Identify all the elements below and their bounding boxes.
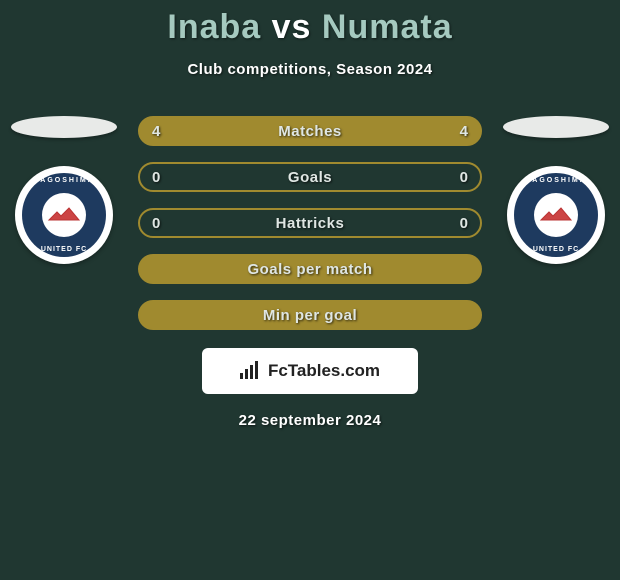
left-club-badge: KAGOSHIMA UNITED FC [15,166,113,264]
stat-label: Goals [140,169,480,186]
right-club-badge: KAGOSHIMA UNITED FC [507,166,605,264]
stat-left-val: 4 [152,123,160,140]
stat-row-goals: 0 Goals 0 [138,162,482,192]
stat-left-val: 0 [152,169,160,186]
fctables-logo[interactable]: FcTables.com [202,348,418,394]
badge-text-bottom: UNITED FC [514,246,598,253]
stat-row-goals-per-match: Goals per match [138,254,482,284]
title-player2: Numata [322,8,453,46]
stat-label: Min per goal [140,307,480,324]
subtitle: Club competitions, Season 2024 [0,61,620,78]
right-oval-shape [503,116,609,138]
stat-right-val: 0 [460,169,468,186]
stat-row-hattricks: 0 Hattricks 0 [138,208,482,238]
badge-center-icon [534,193,578,237]
badge-text-bottom: UNITED FC [22,246,106,253]
stat-label: Hattricks [140,215,480,232]
badge-ring: KAGOSHIMA UNITED FC [22,173,106,257]
title-vs: vs [272,8,312,46]
badge-text-top: KAGOSHIMA [22,177,106,184]
left-side: KAGOSHIMA UNITED FC [4,116,124,264]
page-title: Inaba vs Numata [0,0,620,47]
stat-label: Matches [140,123,480,140]
badge-center-icon [42,193,86,237]
chart-icon [240,361,262,382]
stat-row-matches: 4 Matches 4 [138,116,482,146]
stat-row-min-per-goal: Min per goal [138,300,482,330]
badge-ring: KAGOSHIMA UNITED FC [514,173,598,257]
main-panel: KAGOSHIMA UNITED FC 4 Matches 4 0 Goals … [0,116,620,330]
left-oval-shape [11,116,117,138]
right-side: KAGOSHIMA UNITED FC [496,116,616,264]
stat-right-val: 4 [460,123,468,140]
stat-label: Goals per match [140,261,480,278]
stat-right-val: 0 [460,215,468,232]
badge-text-top: KAGOSHIMA [514,177,598,184]
logo-text: FcTables.com [268,361,380,381]
date-label: 22 september 2024 [0,412,620,429]
stat-left-val: 0 [152,215,160,232]
stat-rows: 4 Matches 4 0 Goals 0 0 Hattricks 0 Goal… [138,116,482,330]
title-player1: Inaba [167,8,261,46]
